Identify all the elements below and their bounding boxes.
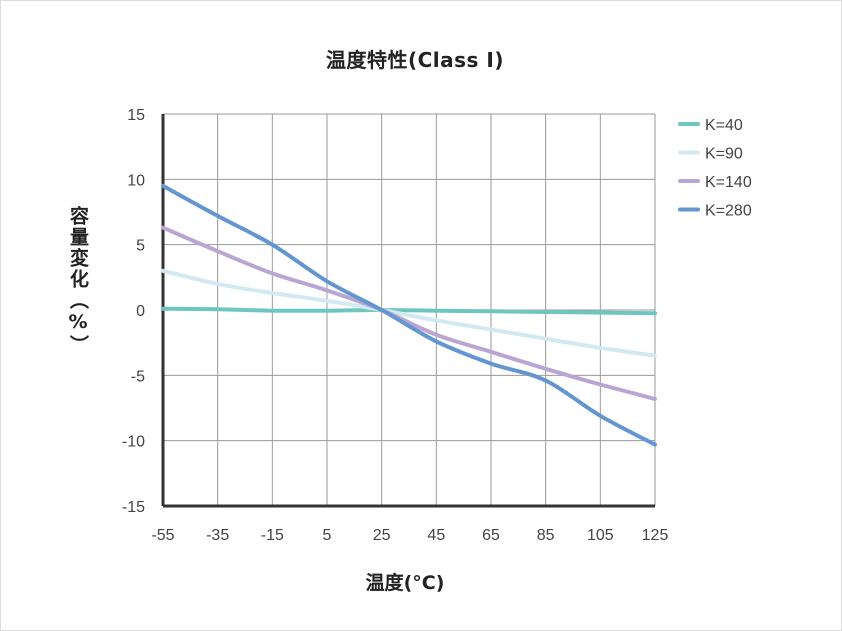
y-tick-label: 15 [127,107,145,124]
x-tick-label: -35 [206,527,229,544]
x-tick-label: 45 [427,527,445,544]
y-tick-label: 10 [127,172,145,189]
x-tick-label: -55 [151,527,174,544]
x-tick-label: 25 [373,527,391,544]
chart-title: 温度特性(Class I) [325,48,505,72]
y-tick-label: 5 [136,238,145,255]
x-tick-label: -15 [261,527,284,544]
series-line-k-280 [161,183,657,447]
x-tick-label: 125 [642,527,669,544]
x-tick-label: 85 [537,527,555,544]
series-line-k-140 [161,225,657,401]
y-axis-label: 容量変化（%） [67,206,89,356]
legend-label: K=140 [705,174,752,191]
series-line-k-90 [161,268,657,358]
legend-label: K=90 [705,146,743,163]
y-tick-label: 0 [136,303,145,320]
x-tick-label: 65 [482,527,500,544]
series-line-k-40 [161,306,657,316]
y-tick-label: -10 [122,434,145,451]
y-tick-label: -5 [131,368,145,385]
y-tick-label: -15 [122,499,145,516]
x-tick-label: 105 [587,527,614,544]
x-axis-label: 温度(°C) [365,572,445,594]
legend-label: K=40 [705,117,743,134]
x-tick-label: 5 [323,527,332,544]
legend-label: K=280 [705,203,752,220]
